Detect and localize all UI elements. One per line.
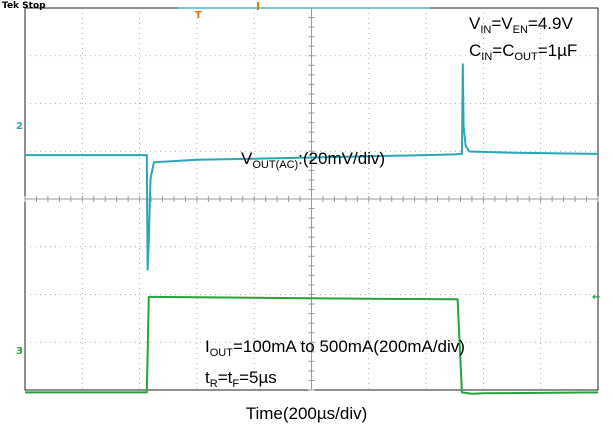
trigger-level-marker: ← xyxy=(592,292,601,303)
capacitor-label: CIN=COUT=1µF xyxy=(469,41,578,63)
vout-trace-label: VOUT(AC):(20mV/div) xyxy=(241,149,386,171)
rise-fall-time-label: tR=tF=5µs xyxy=(205,368,277,390)
supply-voltage-label: VIN=VEN=4.9V xyxy=(469,14,573,36)
x-axis-caption: Time(200µs/div) xyxy=(245,404,368,423)
scope-status-text: Tek Stop xyxy=(2,1,46,11)
iout-trace-label: IOUT=100mA to 500mA(200mA/div) xyxy=(205,337,465,359)
graticule xyxy=(24,2,599,391)
iout-trace xyxy=(25,295,599,395)
traces xyxy=(25,63,599,395)
channel-2-ground-marker: 2 xyxy=(16,121,23,132)
channel-3-ground-marker: 3 xyxy=(16,346,23,357)
vout-trace xyxy=(25,63,599,271)
trigger-position-marker: T xyxy=(195,10,202,21)
